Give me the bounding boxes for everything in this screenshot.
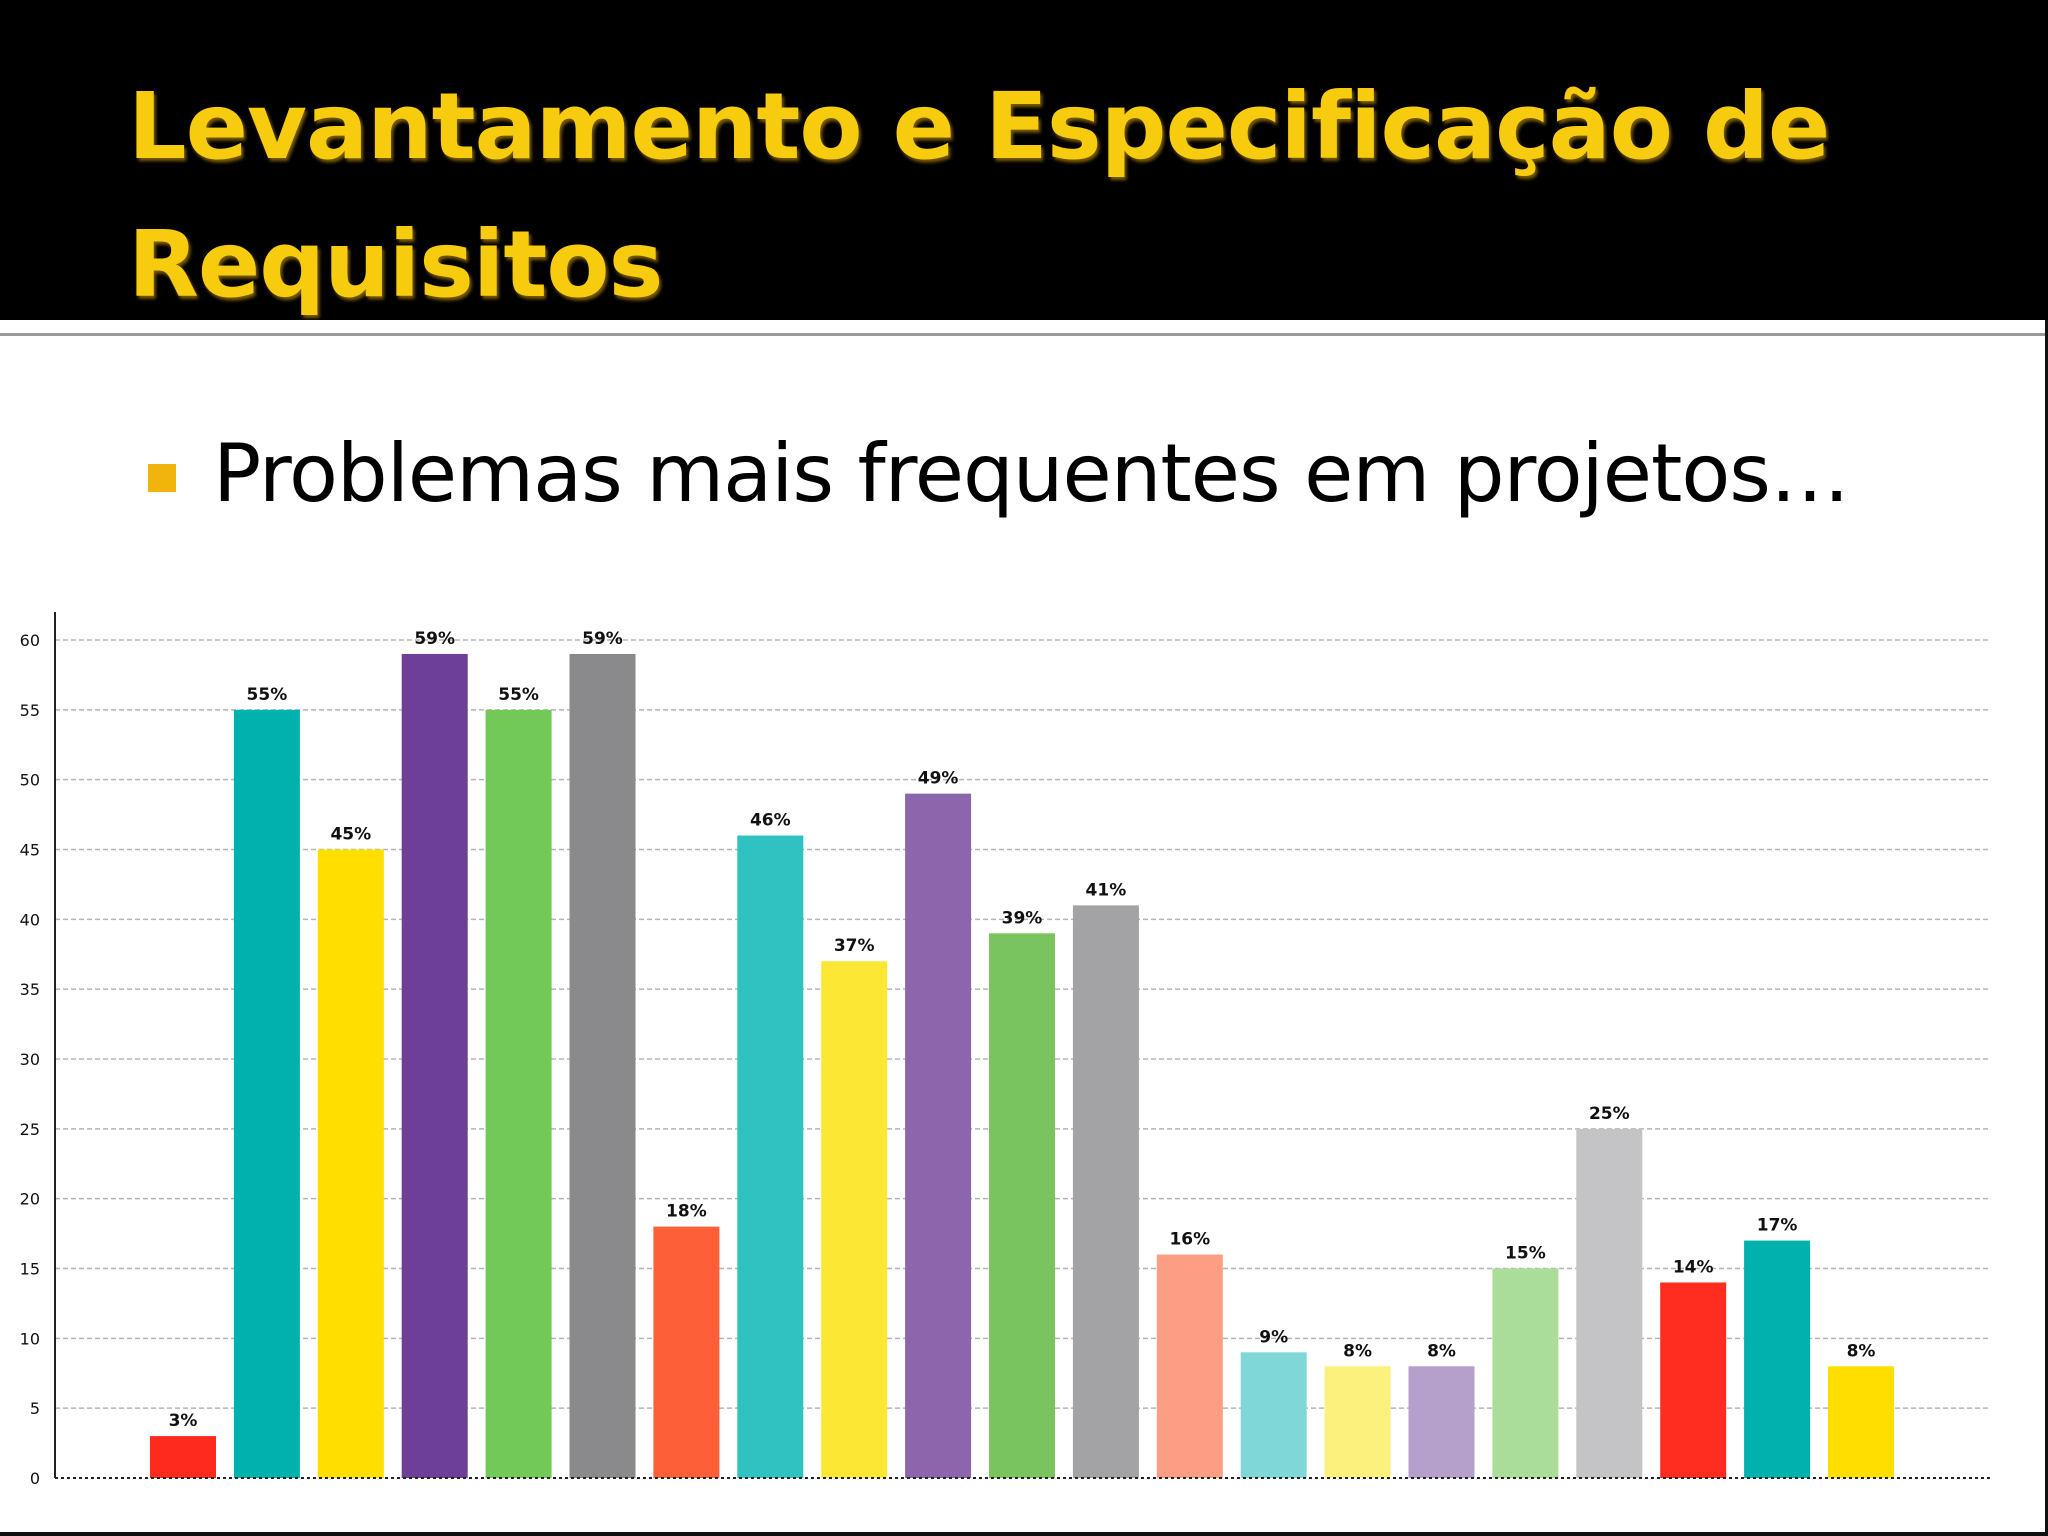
data-label: 37% [834,936,875,956]
title-divider [0,320,2048,336]
bar [989,933,1055,1478]
bar [737,835,804,1478]
bar [1744,1240,1811,1478]
bar [1408,1366,1475,1478]
chart-bars [150,653,1894,1478]
y-tick-label: 0 [30,1469,40,1488]
data-label: 18% [666,1202,707,1222]
bar [821,961,888,1478]
bar [1156,1254,1223,1478]
slide-frame-bottom [0,1532,2048,1536]
y-tick-label: 10 [20,1329,40,1348]
y-tick-label: 60 [20,631,40,650]
data-label: 14% [1673,1257,1714,1277]
bullet-square-icon [148,464,176,492]
data-label: 8% [1343,1341,1372,1361]
bar [1324,1366,1391,1478]
bar [485,709,552,1478]
y-tick-label: 40 [20,910,40,929]
data-label: 45% [330,825,371,845]
title-bar: Levantamento e Especificação de Requisit… [0,0,2048,320]
bar [317,849,384,1478]
y-tick-label: 25 [20,1120,40,1139]
data-label: 17% [1757,1216,1798,1236]
bar [401,653,468,1478]
data-label: 46% [750,811,791,831]
bar [1492,1268,1559,1478]
y-tick-label: 30 [20,1050,40,1069]
y-tick-label: 5 [30,1399,40,1418]
y-tick-label: 15 [20,1260,40,1279]
y-tick-label: 45 [20,841,40,860]
bar [1072,905,1139,1478]
bullet-text: Problemas mais frequentes em projetos… [213,427,1850,520]
y-tick-label: 50 [20,771,40,790]
y-axis-ticks: 0 5 10 15 20 25 30 35 40 45 50 55 60 [20,631,40,1488]
bar [1828,1366,1894,1478]
bar [653,1226,720,1478]
y-tick-label: 55 [20,701,40,720]
bar [569,653,636,1478]
bar [150,1436,216,1478]
y-tick-label: 35 [20,980,40,999]
bar [905,793,972,1478]
bar [233,709,300,1478]
data-label: 16% [1169,1230,1210,1250]
data-label: 15% [1505,1244,1546,1264]
data-label: 55% [247,685,288,705]
slide-frame-right [2045,320,2048,1536]
y-tick-label: 20 [20,1190,40,1209]
bar-chart: 0 5 10 15 20 25 30 35 40 45 50 55 60 3% 55% 45% 59% 55% 5… [20,612,1990,1488]
data-label: 49% [918,769,959,789]
chart-data-labels: 3% 55% 45% 59% 55% 59% 18% 46% 37% 49% 39% 41% 16% 9%… [169,629,1876,1431]
data-label: 9% [1259,1327,1288,1347]
data-label: 39% [1002,908,1043,928]
slide-title: Levantamento e Especificação de Requisit… [128,73,1830,318]
data-label: 59% [582,629,623,649]
bar [1576,1128,1643,1478]
data-label: 8% [1427,1341,1456,1361]
bar [1660,1282,1727,1478]
data-label: 8% [1847,1341,1876,1361]
data-label: 3% [169,1411,198,1431]
data-label: 41% [1086,880,1127,900]
data-label: 25% [1589,1104,1630,1124]
bar [1240,1352,1307,1478]
data-label: 55% [498,685,539,705]
data-label: 59% [414,629,455,649]
